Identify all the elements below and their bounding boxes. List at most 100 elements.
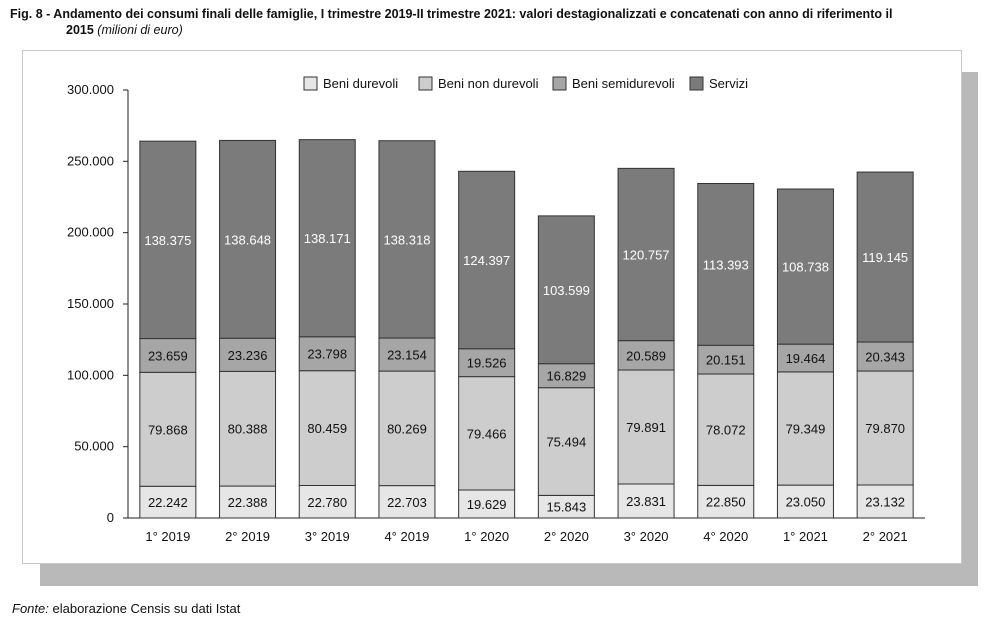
y-tick-label: 100.000 xyxy=(67,367,114,382)
data-label: 124.397 xyxy=(463,253,510,268)
bar-segment xyxy=(697,344,755,375)
data-label: 79.870 xyxy=(865,421,905,436)
bar-segment xyxy=(298,370,356,487)
bar-segment xyxy=(537,363,595,389)
figure-number: Fig. 8 - xyxy=(10,7,51,21)
data-label: 16.829 xyxy=(546,369,586,384)
x-tick-label: 4° 2020 xyxy=(703,529,748,544)
x-tick-label: 2° 2021 xyxy=(863,529,908,544)
data-label: 20.151 xyxy=(706,353,746,368)
data-label: 23.831 xyxy=(626,494,666,509)
bar-segment xyxy=(139,485,197,519)
bar-segment xyxy=(458,170,516,350)
data-label: 22.703 xyxy=(387,495,427,510)
bar-segment xyxy=(298,139,356,338)
bar-segment xyxy=(219,370,277,487)
data-label: 80.388 xyxy=(228,422,268,437)
bar-segment xyxy=(378,140,436,339)
data-label: 78.072 xyxy=(706,423,746,438)
y-tick-label: 150.000 xyxy=(67,296,114,311)
bar-segment xyxy=(378,370,436,487)
data-label: 79.349 xyxy=(786,422,826,437)
x-tick-label: 2° 2020 xyxy=(544,529,589,544)
y-tick-label: 200.000 xyxy=(67,225,114,240)
y-tick-label: 0 xyxy=(107,510,114,525)
x-tick-label: 3° 2019 xyxy=(305,529,350,544)
source-text: elaborazione Censis su dati Istat xyxy=(52,601,241,616)
data-label: 22.780 xyxy=(307,495,347,510)
data-label: 119.145 xyxy=(862,250,908,265)
figure-unit: (milioni di euro) xyxy=(97,23,183,37)
figure-title-line1: Andamento dei consumi finali delle famig… xyxy=(53,7,893,21)
data-label: 19.464 xyxy=(786,351,826,366)
legend-label: Servizi xyxy=(709,76,748,91)
bar-segment xyxy=(139,371,197,487)
data-label: 23.050 xyxy=(786,495,826,510)
bar-segment xyxy=(458,376,516,491)
data-label: 22.850 xyxy=(706,495,746,510)
data-label: 80.459 xyxy=(307,421,347,436)
data-label: 138.318 xyxy=(383,232,430,247)
data-label: 79.466 xyxy=(467,426,507,441)
data-label: 80.269 xyxy=(387,421,427,436)
data-label: 22.242 xyxy=(148,495,188,510)
bar-segment xyxy=(139,338,197,373)
source-note: Fonte: elaborazione Censis su dati Istat xyxy=(12,601,240,616)
data-label: 23.659 xyxy=(148,348,188,363)
x-tick-label: 2° 2019 xyxy=(225,529,270,544)
bar-segment xyxy=(378,485,436,519)
bar-segment xyxy=(856,484,914,519)
source-label: Fonte: xyxy=(12,601,49,616)
legend-swatch xyxy=(418,76,433,91)
data-label: 20.589 xyxy=(626,348,666,363)
data-label: 23.132 xyxy=(865,494,905,509)
legend-swatch xyxy=(689,76,704,91)
bar-segment xyxy=(219,485,277,519)
data-label: 19.629 xyxy=(467,497,507,512)
bar-segment xyxy=(537,387,595,496)
y-tick-label: 50.000 xyxy=(74,439,114,454)
bar-segment xyxy=(537,215,595,365)
x-tick-label: 3° 2020 xyxy=(624,529,669,544)
bar-segment xyxy=(617,483,675,519)
bar-segment xyxy=(776,188,834,345)
data-label: 23.236 xyxy=(228,348,268,363)
data-label: 75.494 xyxy=(546,435,586,450)
bar-segment xyxy=(697,373,755,486)
data-label: 120.757 xyxy=(623,248,670,263)
data-label: 19.526 xyxy=(467,356,507,371)
bar-segment xyxy=(697,182,755,346)
bar-segment xyxy=(458,348,516,378)
data-label: 108.738 xyxy=(782,260,829,275)
data-label: 138.171 xyxy=(304,231,351,246)
legend-swatch xyxy=(552,76,567,91)
legend-label: Beni non durevoli xyxy=(438,76,539,91)
data-label: 79.868 xyxy=(148,422,188,437)
legend-label: Beni durevoli xyxy=(323,76,398,91)
y-tick-label: 300.000 xyxy=(67,82,114,97)
bar-segment xyxy=(139,140,197,340)
y-tick-label: 250.000 xyxy=(67,153,114,168)
figure-title-line2: 2015 xyxy=(66,23,94,37)
data-label: 15.843 xyxy=(546,500,586,515)
x-tick-label: 1° 2021 xyxy=(783,529,828,544)
bar-segment xyxy=(856,171,914,343)
data-label: 138.375 xyxy=(144,233,191,248)
legend-swatch xyxy=(303,76,318,91)
data-label: 23.154 xyxy=(387,348,427,363)
data-label: 138.648 xyxy=(224,232,271,247)
data-label: 22.388 xyxy=(228,495,268,510)
bar-segment xyxy=(617,167,675,342)
bar-segment xyxy=(697,484,755,519)
data-label: 20.343 xyxy=(865,350,905,365)
legend-label: Beni semidurevoli xyxy=(572,76,675,91)
data-label: 103.599 xyxy=(543,283,590,298)
figure-title: Fig. 8 - Andamento dei consumi finali de… xyxy=(10,6,985,38)
bar-segment xyxy=(776,484,834,519)
bar-segment xyxy=(298,485,356,519)
x-tick-label: 4° 2019 xyxy=(384,529,429,544)
bar-segment xyxy=(617,340,675,371)
bar-segment xyxy=(219,139,277,339)
data-label: 23.798 xyxy=(307,347,347,362)
